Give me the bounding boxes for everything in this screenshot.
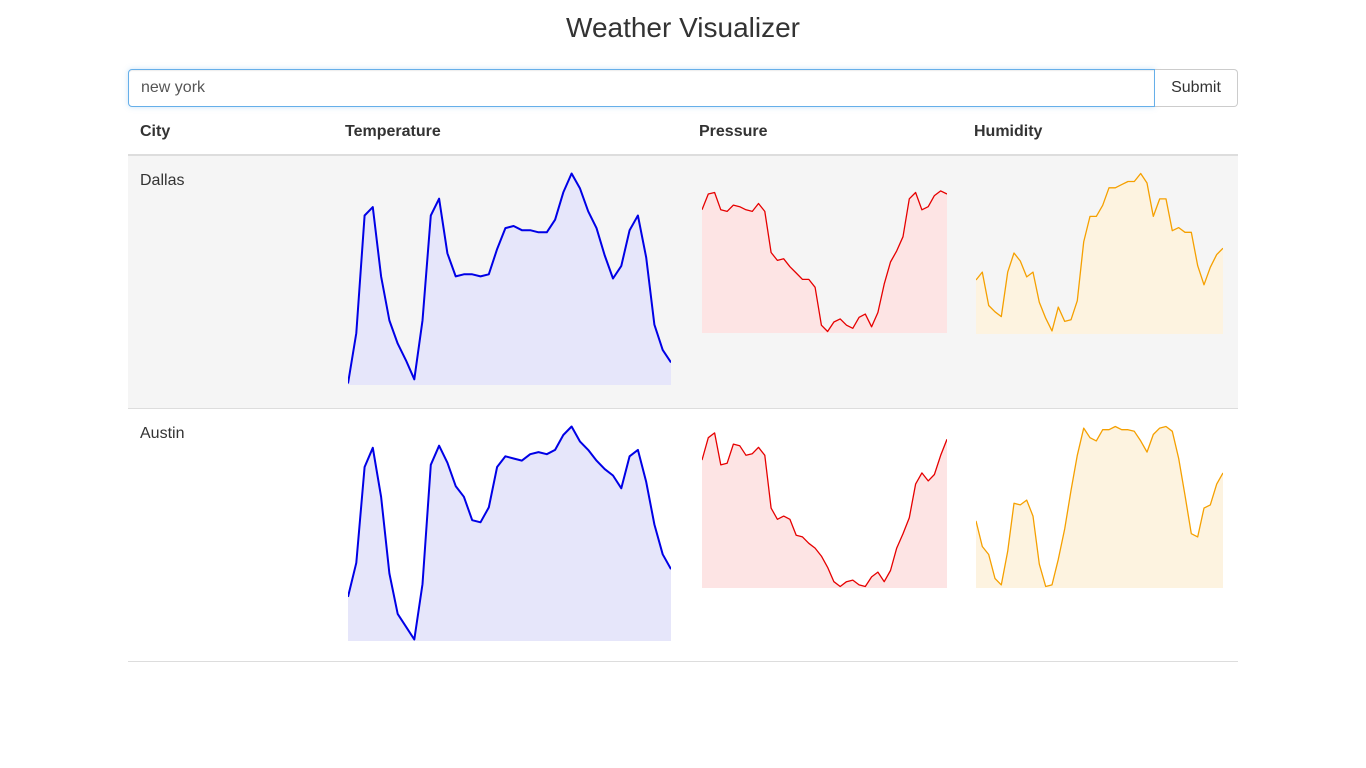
header-pressure: Pressure [699, 123, 768, 140]
temperature-sparkline [348, 172, 671, 385]
weather-table: City Temperature Pressure Humidity Dalla… [128, 107, 1238, 662]
pressure-line [702, 432, 947, 588]
page-title: Weather Visualizer [566, 12, 800, 43]
temperature-line [348, 425, 671, 641]
table-row: Austin [128, 409, 1238, 662]
pressure-area [702, 432, 947, 588]
header-temperature: Temperature [345, 123, 441, 140]
table-header: City Temperature Pressure Humidity [128, 107, 1238, 156]
humidity-sparkline [976, 172, 1223, 334]
temperature-area [348, 173, 671, 385]
temperature-sparkline [348, 425, 671, 641]
humidity-line [976, 425, 1223, 588]
header-city: City [140, 123, 171, 140]
submit-button[interactable]: Submit [1155, 69, 1238, 107]
pressure-sparkline [702, 190, 947, 333]
table-row: Dallas [128, 156, 1238, 409]
humidity-area [976, 426, 1223, 588]
city-name: Dallas [140, 172, 185, 189]
temperature-line [348, 172, 671, 384]
header-humidity: Humidity [974, 123, 1043, 140]
pressure-area [702, 190, 947, 333]
pressure-line [702, 190, 947, 333]
humidity-line [976, 172, 1223, 332]
city-name: Austin [140, 425, 185, 442]
temperature-area [348, 426, 671, 641]
pressure-sparkline [702, 432, 947, 588]
humidity-sparkline [976, 425, 1223, 588]
search-form: Submit [128, 69, 1238, 107]
city-search-input[interactable] [128, 69, 1155, 107]
humidity-area [976, 173, 1223, 334]
